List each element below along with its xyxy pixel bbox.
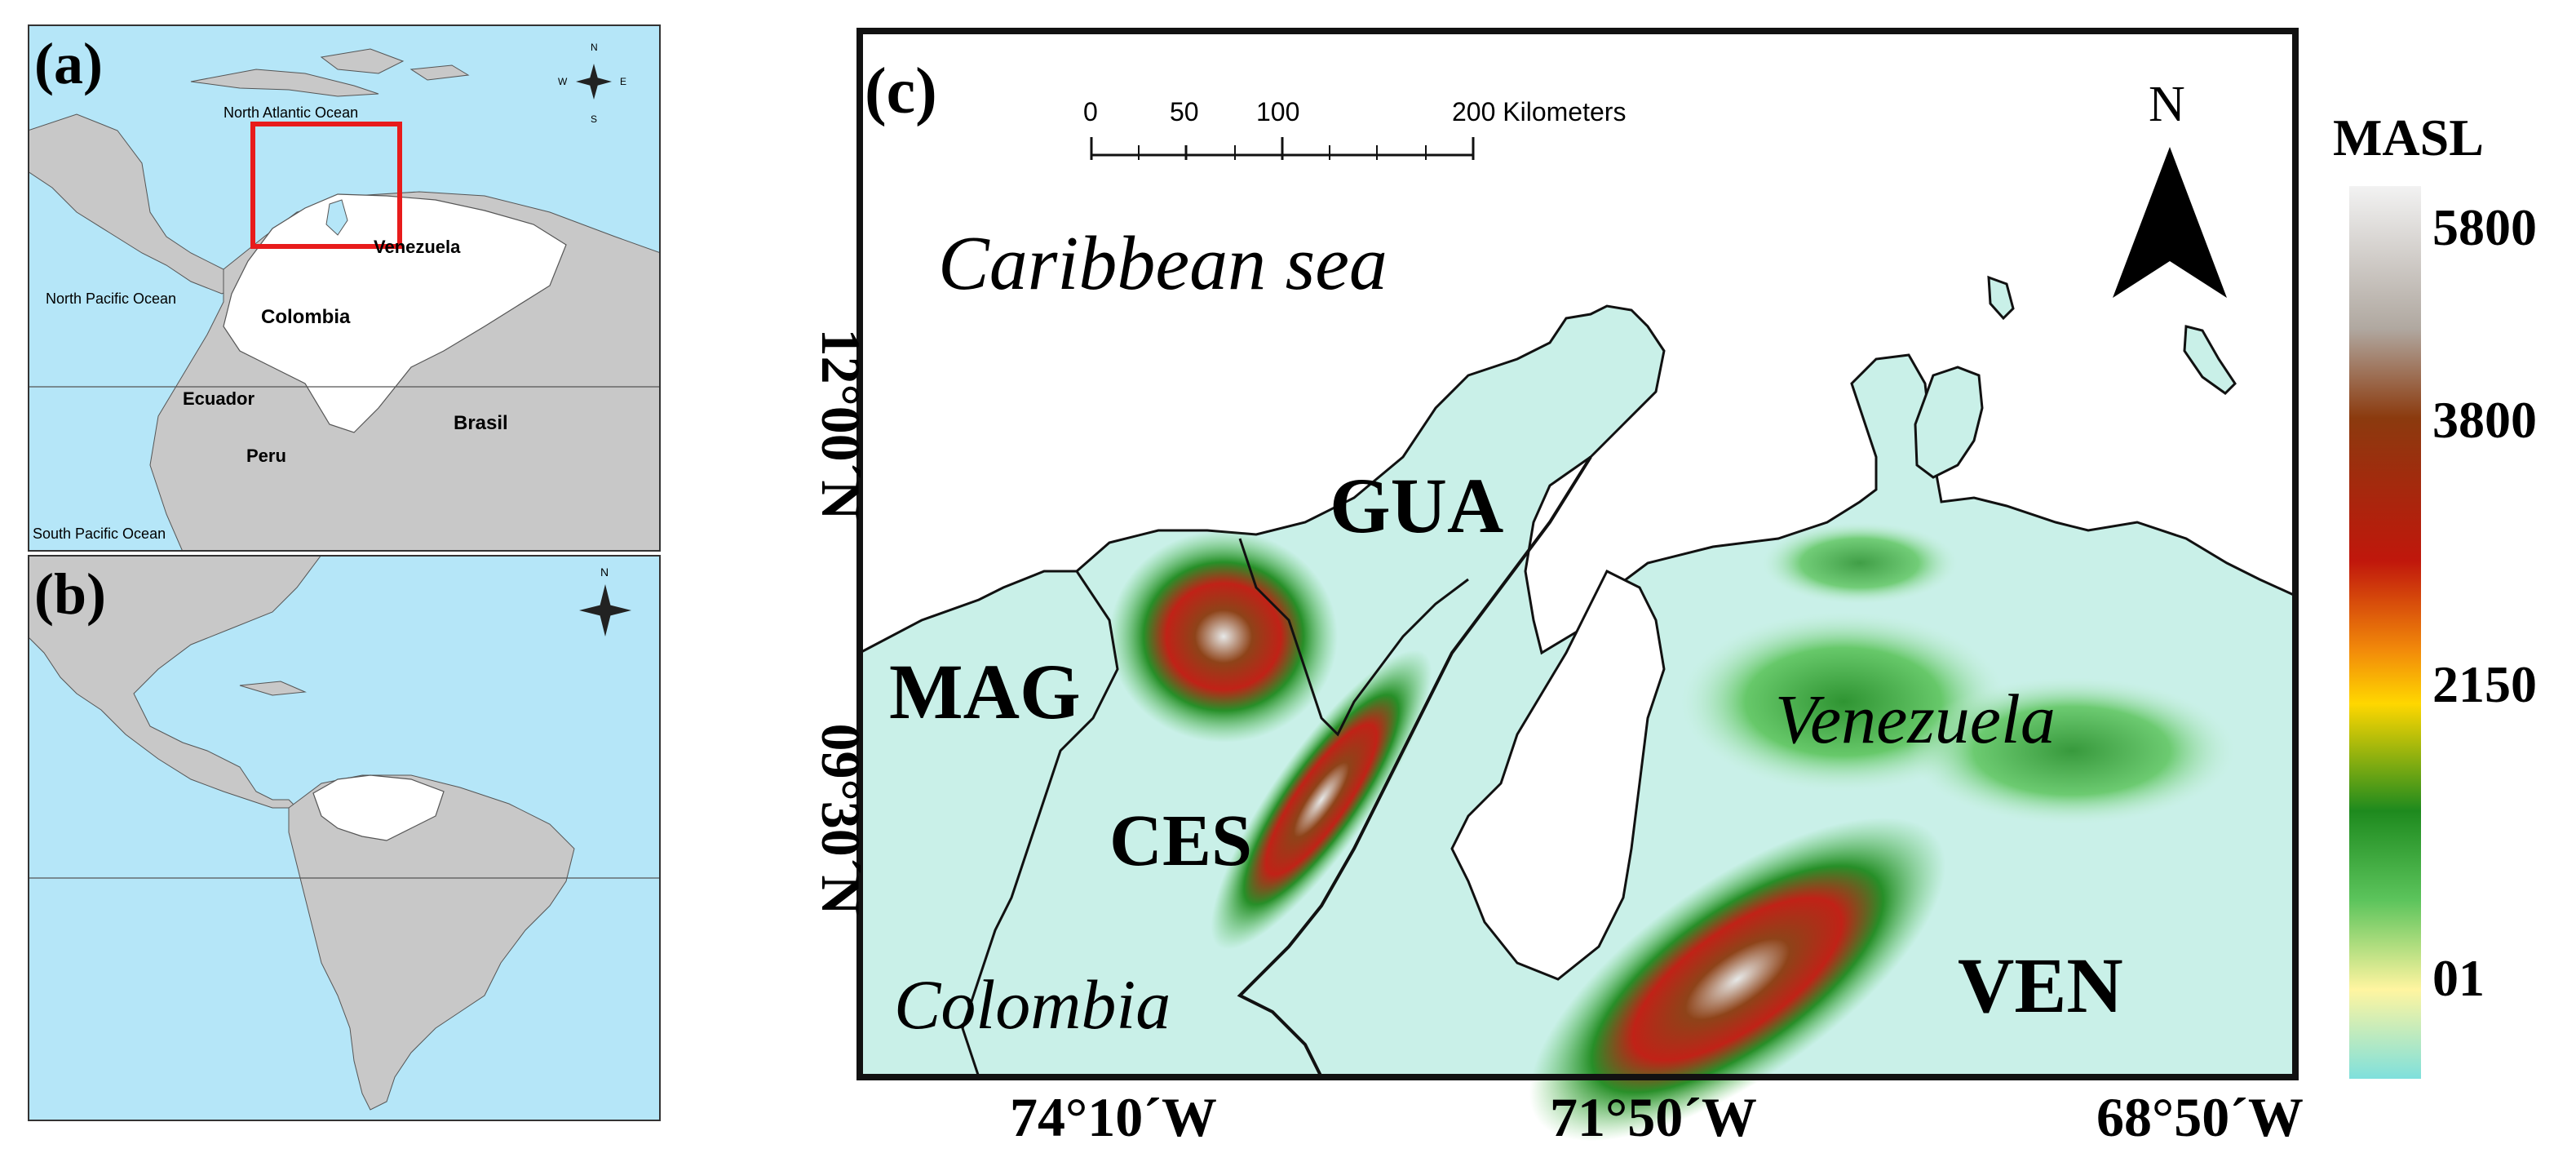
label-ces: CES (1109, 801, 1252, 881)
focus-countries (223, 193, 567, 433)
lake-maracaibo-c (1450, 569, 1666, 981)
label-colombia-c: Colombia (894, 965, 1171, 1044)
label-colombia-a: Colombia (261, 306, 351, 328)
scale-tick-0: 0 (1083, 97, 1098, 126)
focus-countries-b (312, 774, 445, 841)
cuba (190, 69, 379, 97)
panel-b-map: (b) N (28, 555, 661, 1121)
map-frame (856, 28, 2299, 1080)
hispaniola (320, 48, 405, 74)
label-caribbean-sea: Caribbean sea (938, 221, 1388, 306)
compass-s-a: S (591, 113, 597, 125)
scale-tick-50: 50 (1170, 97, 1199, 126)
caribbean-islands-b (239, 681, 307, 696)
label-brasil: Brasil (454, 412, 508, 434)
border-gua (1238, 538, 1469, 737)
compass-rose-b: N (579, 565, 631, 636)
scale-tick-200: 200 Kilometers (1452, 97, 1626, 126)
panel-c: (c) 0 50 100 200 Kilometers N Caribbean … (734, 0, 2576, 1162)
panel-c-label: (c) (865, 55, 937, 127)
compass-rose-a: N S E W (558, 42, 626, 125)
panel-a-label: (a) (34, 31, 103, 96)
scale-tick-100: 100 (1256, 97, 1299, 126)
andes-merida (1529, 817, 1946, 1142)
label-ven: VEN (1958, 942, 2123, 1029)
label-south-pacific: South Pacific Ocean (33, 526, 166, 542)
legend-tick-5800: 5800 (2432, 198, 2537, 256)
compass-e-a: E (620, 76, 626, 87)
label-mag: MAG (889, 648, 1081, 735)
lon-label-7410: 74°10´W (1010, 1086, 1217, 1148)
south-america-b (288, 774, 575, 1111)
lake-maracaibo (325, 199, 348, 236)
panel-b: (b) N (28, 555, 661, 1121)
scale-bar: 0 50 100 200 Kilometers (1083, 97, 1626, 160)
study-area-box (250, 122, 402, 249)
sierra-nevada (1109, 530, 1338, 743)
serrania-del-perija (1211, 650, 1432, 950)
label-venezuela-a: Venezuela (374, 237, 461, 257)
island-1 (1987, 275, 2015, 321)
panel-a-map: (a) North Atlantic Ocean North Pacific O… (28, 24, 661, 552)
lon-label-6850: 68°50´W (2096, 1086, 2304, 1148)
legend-tick-01: 01 (2432, 949, 2485, 1007)
paraguana-hills (1762, 522, 1958, 604)
compass-n-a: N (591, 42, 598, 53)
border-mag-ces (961, 570, 1119, 1078)
compass-n-b: N (600, 565, 609, 579)
puerto-rico (409, 64, 470, 81)
lon-label-7150: 71°50´W (1550, 1086, 1757, 1148)
lat-label-12: 12°00´N (810, 329, 872, 521)
panel-b-label: (b) (34, 561, 106, 627)
label-ecuador: Ecuador (183, 388, 255, 409)
label-north-atlantic: North Atlantic Ocean (224, 104, 358, 121)
elevation-legend: MASL 5800 3800 2150 01 (2333, 109, 2537, 1079)
compass-w-a: W (558, 76, 568, 87)
north-america (28, 555, 322, 809)
label-gua: GUA (1330, 462, 1503, 549)
label-peru: Peru (246, 446, 286, 466)
label-venezuela-c: Venezuela (1775, 680, 2056, 758)
panel-a: (a) North Atlantic Ocean North Pacific O… (28, 24, 661, 552)
island-3 (1914, 366, 1984, 479)
legend-title: MASL (2333, 109, 2484, 166)
lara-hills (1909, 677, 2235, 824)
legend-tick-3800: 3800 (2432, 391, 2537, 449)
legend-colorbar (2349, 186, 2421, 1079)
legend-tick-2150: 2150 (2432, 655, 2537, 713)
north-arrow-c: N (2113, 77, 2227, 298)
north-arrow-label: N (2149, 77, 2185, 132)
label-north-pacific: North Pacific Ocean (46, 290, 176, 307)
lat-label-09: 09°30´N (810, 724, 872, 916)
border-col-ven (1237, 455, 1592, 1078)
panel-c-map: (c) 0 50 100 200 Kilometers N Caribbean … (810, 28, 2537, 1148)
island-2 (2183, 325, 2237, 395)
